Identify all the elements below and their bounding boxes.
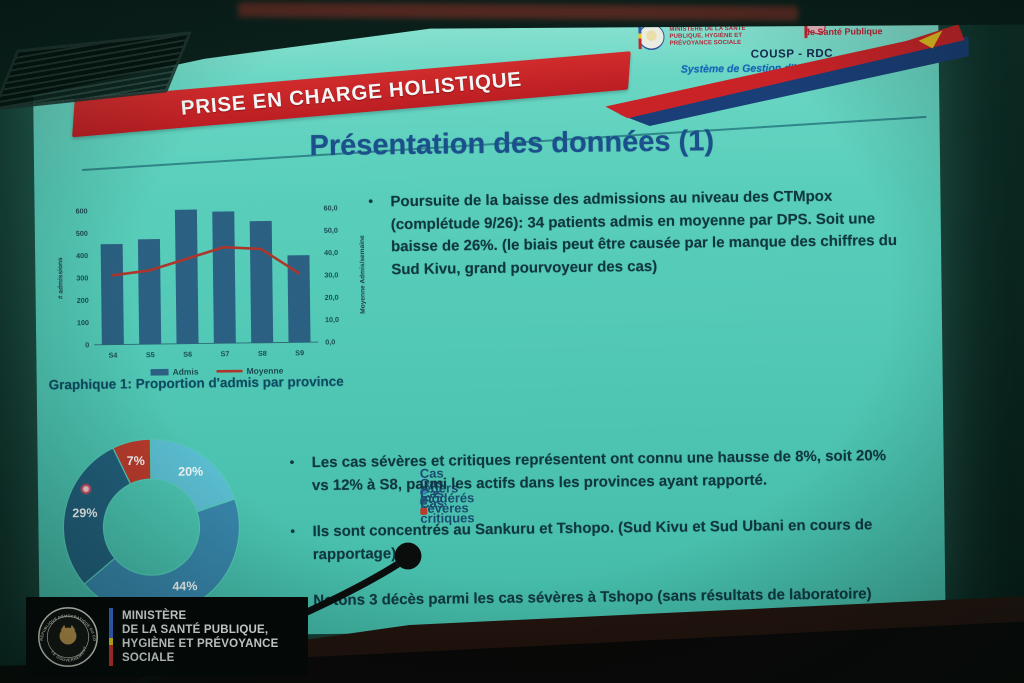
severity-bullets: Les cas sévères et critiques représenten… xyxy=(288,445,890,637)
government-seal-icon: RÉPUBLIQUE DÉMOCRATIQUE DU CONGO LE GOUV… xyxy=(36,605,98,667)
watermark-line: MINISTÈRE xyxy=(122,609,187,622)
svg-text:29%: 29% xyxy=(72,506,97,520)
projection-screen: MINISTÈRE DE LA SANTÉ PUBLIQUE, HYGIÈNE E… xyxy=(32,12,969,638)
wall-banner-reflection xyxy=(237,2,799,21)
svg-text:S6: S6 xyxy=(183,350,192,359)
svg-text:20%: 20% xyxy=(178,464,203,478)
bullet-item: Ils sont concentrés au Sankuru et Tshopo… xyxy=(288,514,889,566)
watermark-text: MINISTÈRE DE LA SANTÉ PUBLIQUE, HYGIÈNE ET… xyxy=(122,609,279,665)
svg-text:10,0: 10,0 xyxy=(325,315,339,324)
watermark-line: DE LA SANTÉ PUBLIQUE, xyxy=(122,623,269,636)
watermark-line: SOCIALE xyxy=(122,651,175,664)
section-banner-label: PRISE EN CHARGE HOLISTIQUE xyxy=(180,67,523,120)
svg-text:Moyenne Admis/semaine: Moyenne Admis/semaine xyxy=(359,235,367,314)
svg-text:Admis: Admis xyxy=(172,367,198,377)
svg-text:100: 100 xyxy=(77,318,89,327)
bullet-item: Poursuite de la baisse des admissions au… xyxy=(366,185,915,282)
watermark-line: HYGIÈNE ET PRÉVOYANCE xyxy=(122,637,279,650)
svg-text:S5: S5 xyxy=(146,350,155,359)
laser-pointer-dot xyxy=(80,483,92,495)
graphique-caption: Graphique 1: Proportion d'admis par prov… xyxy=(48,373,344,393)
svg-text:60,0: 60,0 xyxy=(324,203,338,212)
svg-text:44%: 44% xyxy=(172,579,197,593)
svg-text:S7: S7 xyxy=(221,349,230,358)
banner-ribbon-tail xyxy=(605,24,969,127)
svg-text:50,0: 50,0 xyxy=(324,226,338,235)
svg-text:7%: 7% xyxy=(127,454,145,468)
bullet-item: Les cas sévères et critiques représenten… xyxy=(288,445,889,497)
svg-text:300: 300 xyxy=(76,273,88,282)
svg-text:# admissions: # admissions xyxy=(57,257,65,299)
svg-text:0,0: 0,0 xyxy=(325,337,335,346)
admissions-bullets: Poursuite de la baisse des admissions au… xyxy=(366,185,915,306)
tricolor-bar xyxy=(109,607,113,666)
svg-text:Moyenne: Moyenne xyxy=(246,366,283,376)
svg-text:600: 600 xyxy=(76,206,88,215)
svg-text:20,0: 20,0 xyxy=(325,293,339,302)
svg-text:500: 500 xyxy=(76,229,88,238)
svg-text:S4: S4 xyxy=(109,351,118,360)
svg-text:30,0: 30,0 xyxy=(324,270,338,279)
bullet-item: Notons 3 décès parmi les cas sévères à T… xyxy=(289,583,889,613)
svg-text:S9: S9 xyxy=(295,348,304,357)
svg-text:S8: S8 xyxy=(258,349,267,358)
svg-text:200: 200 xyxy=(77,296,89,305)
svg-text:0: 0 xyxy=(85,340,89,349)
svg-text:40,0: 40,0 xyxy=(324,248,338,257)
admissions-combo-chart: 0 100 200 300 400 500 600 0,0 10,0 20,0 30,0 40,0 50… xyxy=(52,191,370,385)
slide-title: Présentation des données (1) xyxy=(309,125,715,163)
ministry-watermark: RÉPUBLIQUE DÉMOCRATIQUE DU CONGO LE GOUV… xyxy=(26,597,308,676)
svg-text:400: 400 xyxy=(76,251,88,260)
